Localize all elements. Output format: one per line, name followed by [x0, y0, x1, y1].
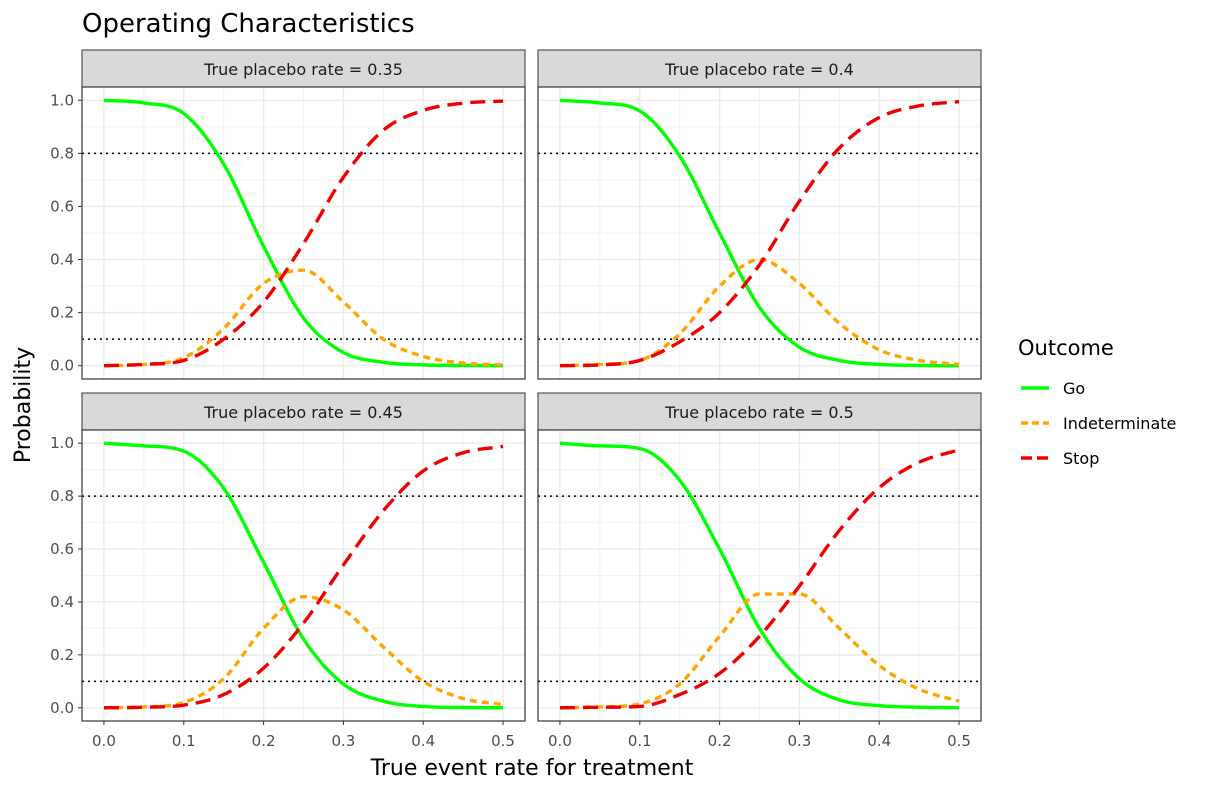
- series-line-indeterminate: [103, 268, 504, 368]
- legend-label-stop: Stop: [1063, 449, 1099, 468]
- facet-panels: True placebo rate = 0.35 0.0 0.2 0.4 0.6 0.8 1…: [50, 49, 982, 750]
- series-line-go: [559, 98, 960, 368]
- x-axis-title: True event rate for treatment: [370, 756, 694, 781]
- facet-strip: [537, 392, 982, 431]
- y-tick-label: 0.0: [50, 699, 74, 717]
- series-line-stop: [559, 99, 960, 368]
- legend-entries: Go Indeterminate Stop: [1021, 379, 1176, 468]
- facet-strip: [81, 392, 526, 431]
- y-tick-label: 0.8: [50, 144, 74, 162]
- panel-border: [81, 86, 526, 380]
- y-tick-label: 1.0: [50, 434, 74, 452]
- x-tick-label: 0.5: [491, 732, 515, 750]
- y-tick-label: 0.2: [50, 646, 74, 664]
- y-axis-title: Probability: [11, 347, 36, 463]
- x-tick-label: 0.0: [92, 732, 116, 750]
- legend-title: Outcome: [1018, 336, 1114, 360]
- y-tick-label: 0.4: [50, 593, 74, 611]
- series-line-indeterminate: [559, 592, 960, 710]
- x-tick-label: 0.4: [867, 732, 891, 750]
- facet-panel: True placebo rate = 0.5 0.0 0.1 0.2 0.3 0.4 0.…: [537, 392, 982, 750]
- y-tick-label: 0.2: [50, 304, 74, 322]
- series-line-indeterminate: [103, 594, 504, 710]
- legend-label-go: Go: [1063, 379, 1085, 398]
- facet-strip-label: True placebo rate = 0.45: [203, 403, 403, 422]
- panel-border: [537, 86, 982, 380]
- x-tick-label: 0.0: [548, 732, 572, 750]
- y-tick-label: 0.6: [50, 197, 74, 215]
- series-line-stop: [103, 99, 504, 368]
- x-tick-label: 0.2: [252, 732, 276, 750]
- x-tick-label: 0.4: [411, 732, 435, 750]
- series-line-go: [103, 98, 504, 368]
- series-line-indeterminate: [559, 257, 960, 368]
- x-tick-label: 0.3: [787, 732, 811, 750]
- x-tick-label: 0.2: [708, 732, 732, 750]
- x-tick-label: 0.3: [331, 732, 355, 750]
- y-tick-label: 1.0: [50, 91, 74, 109]
- y-tick-label: 0.0: [50, 357, 74, 375]
- facet-strip: [81, 49, 526, 88]
- facet-strip-label: True placebo rate = 0.4: [664, 60, 854, 79]
- series-line-go: [103, 441, 504, 710]
- x-tick-label: 0.1: [628, 732, 652, 750]
- panel-border: [537, 429, 982, 722]
- series-line-stop: [103, 444, 504, 710]
- legend-label-indeterminate: Indeterminate: [1063, 414, 1176, 433]
- facet-panel: True placebo rate = 0.35 0.0 0.2 0.4 0.6 0.8 1…: [50, 49, 526, 380]
- x-tick-label: 0.1: [172, 732, 196, 750]
- facet-strip: [537, 49, 982, 88]
- facet-strip-label: True placebo rate = 0.5: [664, 403, 854, 422]
- panel-border: [81, 429, 526, 722]
- chart-title: Operating Characteristics: [82, 9, 415, 39]
- x-tick-label: 0.5: [947, 732, 971, 750]
- facet-panel: True placebo rate = 0.4: [537, 49, 982, 380]
- y-tick-label: 0.6: [50, 540, 74, 558]
- facet-panel: True placebo rate = 0.45 0.0 0.2 0.4 0.6 0.8 1…: [50, 392, 526, 750]
- facet-strip-label: True placebo rate = 0.35: [203, 60, 403, 79]
- series-line-go: [559, 441, 960, 710]
- y-tick-label: 0.8: [50, 487, 74, 505]
- y-tick-label: 0.4: [50, 251, 74, 269]
- series-line-stop: [559, 448, 960, 710]
- legend: Outcome Go Indeterminate Stop: [1018, 336, 1176, 468]
